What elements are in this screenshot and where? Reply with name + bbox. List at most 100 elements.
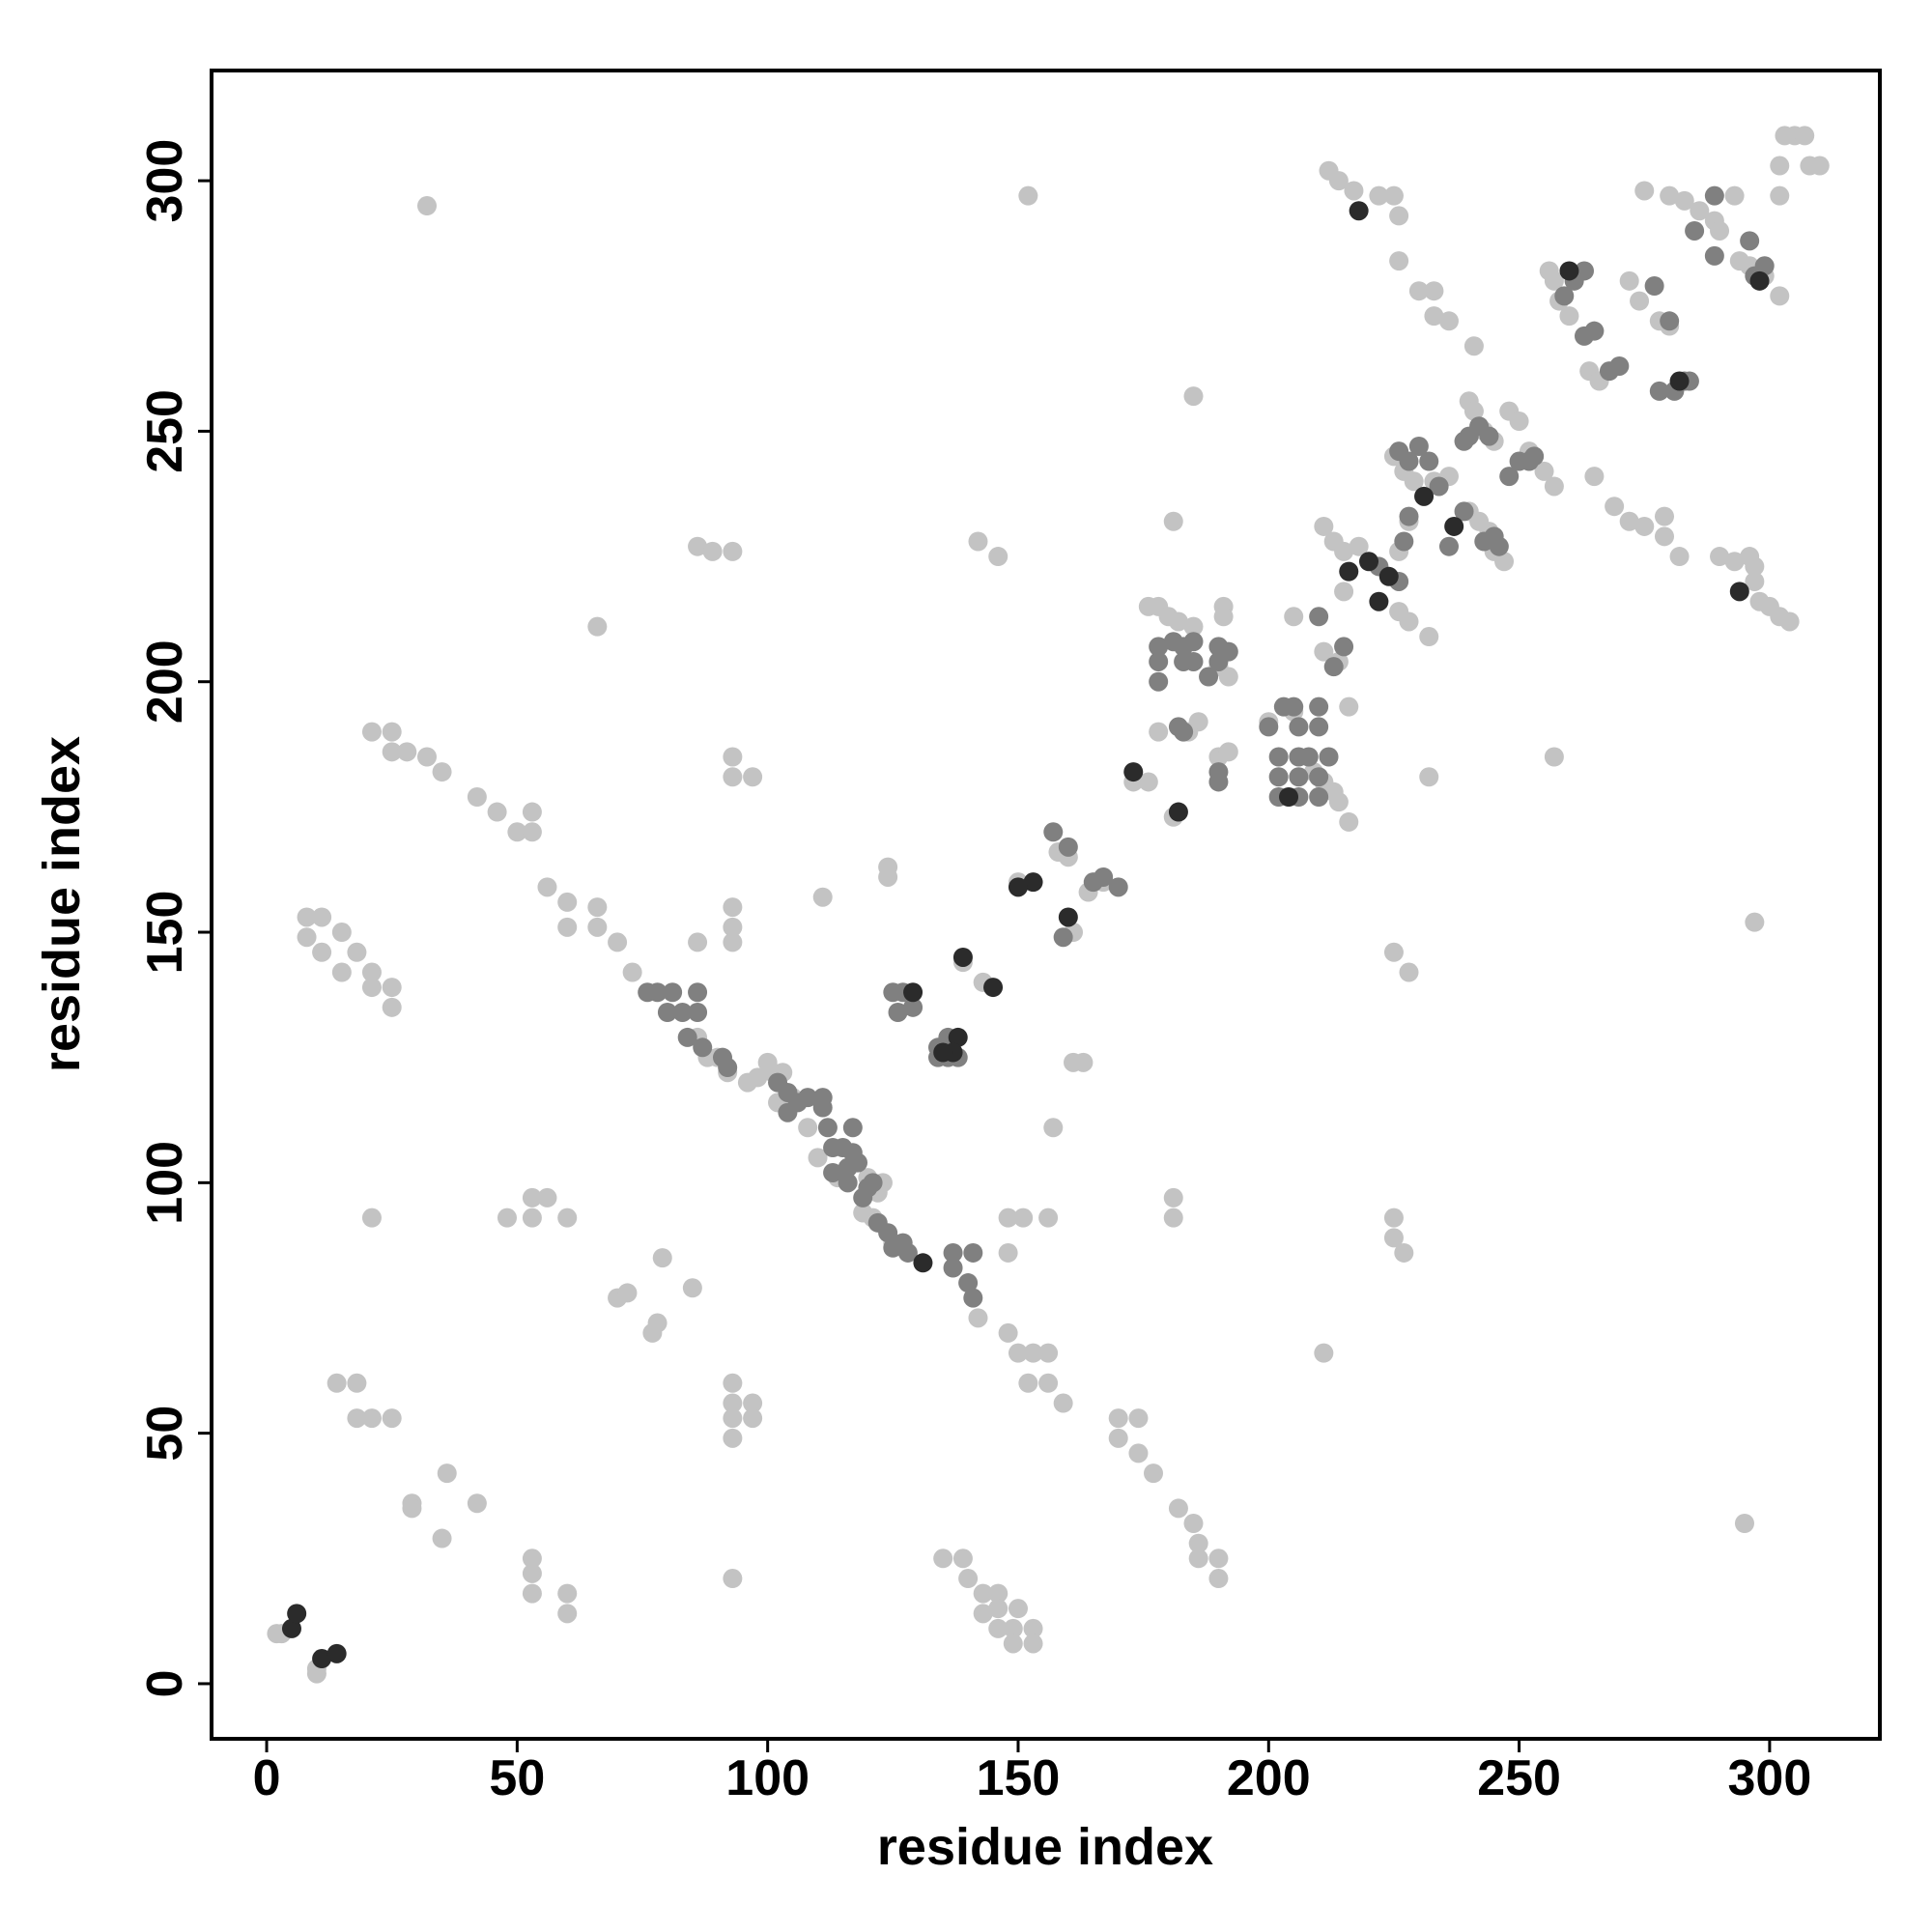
contact-point — [557, 1208, 578, 1228]
contact-point — [1419, 767, 1439, 787]
contact-point — [1314, 1343, 1334, 1363]
contact-point — [798, 1088, 818, 1108]
contact-point — [903, 982, 923, 1003]
contact-point — [522, 1583, 542, 1604]
contact-point — [1399, 506, 1419, 526]
contact-point — [1199, 667, 1219, 687]
contact-point — [1053, 1393, 1073, 1413]
contact-point — [988, 1599, 1009, 1619]
x-tick-label: 0 — [253, 1750, 281, 1806]
x-tick-label: 250 — [1477, 1750, 1561, 1806]
contact-point — [1704, 185, 1724, 206]
contact-point — [1734, 1513, 1754, 1533]
contact-point — [437, 1463, 457, 1484]
contact-point — [297, 907, 317, 927]
contact-point — [823, 1162, 843, 1182]
contact-point — [1309, 607, 1329, 627]
contact-point — [838, 1173, 858, 1193]
contact-point — [1208, 1569, 1229, 1589]
contact-point — [1218, 641, 1238, 662]
contact-point — [1349, 201, 1369, 221]
contact-point — [557, 917, 578, 937]
contact-point — [537, 877, 557, 897]
contact-point — [737, 1072, 757, 1093]
contact-point — [842, 1118, 863, 1138]
contact-point — [1128, 1408, 1149, 1429]
contact-point — [1108, 1428, 1128, 1448]
y-tick-label: 50 — [137, 1406, 193, 1462]
contact-point — [1630, 291, 1650, 311]
y-tick-label: 0 — [137, 1669, 193, 1697]
contact-point — [1408, 436, 1429, 456]
contact-point — [723, 1428, 743, 1448]
contact-point — [1323, 657, 1344, 677]
contact-point — [903, 997, 923, 1017]
contact-point — [537, 1187, 557, 1208]
contact-point — [1058, 837, 1078, 857]
contact-point — [693, 1037, 713, 1058]
contact-point — [743, 1408, 763, 1429]
contact-point — [397, 742, 417, 762]
contact-point — [1144, 1463, 1164, 1484]
contact-point — [1208, 772, 1229, 792]
contact-point — [1149, 637, 1169, 657]
contact-point — [1339, 811, 1359, 832]
contact-point — [968, 1308, 988, 1328]
contact-point — [1284, 607, 1304, 627]
contact-point — [1770, 156, 1790, 176]
contact-point — [1013, 1208, 1034, 1228]
contact-point — [1399, 611, 1419, 632]
contact-point — [1414, 486, 1435, 506]
contact-point — [522, 1548, 542, 1569]
contact-point — [1740, 231, 1760, 251]
contact-point — [1669, 547, 1690, 567]
contact-point — [1309, 717, 1329, 737]
contact-point — [1749, 270, 1770, 291]
contact-point — [1259, 717, 1279, 737]
contact-point — [1008, 1599, 1028, 1619]
contact-point — [1023, 872, 1043, 893]
contact-point — [863, 1173, 883, 1193]
contact-point — [1163, 1187, 1183, 1208]
contact-point — [1584, 321, 1605, 341]
contact-point — [1745, 556, 1765, 577]
contact-point — [1729, 582, 1749, 602]
contact-point — [988, 1583, 1009, 1604]
contact-point — [557, 892, 578, 912]
contact-point — [417, 196, 438, 216]
contact-point — [958, 1569, 979, 1589]
contact-point — [723, 917, 743, 937]
contact-point — [1309, 696, 1329, 717]
contact-point — [1394, 531, 1414, 552]
contact-point — [1710, 220, 1730, 241]
contact-point — [608, 932, 628, 952]
contact-point — [1383, 1208, 1404, 1228]
contact-point — [1724, 552, 1745, 572]
contact-point — [1289, 717, 1309, 737]
contact-point — [557, 1604, 578, 1624]
y-tick-label: 250 — [137, 389, 193, 473]
contact-point — [1149, 651, 1169, 671]
contact-point — [1043, 822, 1064, 842]
contact-point — [347, 942, 367, 962]
x-tick-label: 150 — [977, 1750, 1061, 1806]
contact-point — [331, 962, 352, 982]
contact-point — [1429, 476, 1449, 497]
contact-point — [361, 978, 382, 998]
contact-point — [587, 897, 608, 918]
contact-point — [1489, 536, 1509, 556]
contact-point — [1038, 1343, 1059, 1363]
contact-point — [312, 942, 332, 962]
contact-point — [1003, 1618, 1023, 1638]
contact-point — [958, 1273, 979, 1293]
contact-point — [1298, 747, 1319, 767]
contact-point — [327, 1373, 347, 1393]
contact-point — [1605, 497, 1625, 517]
contact-point — [723, 897, 743, 918]
contact-point — [1183, 651, 1204, 671]
contact-point — [943, 1258, 963, 1278]
contact-point — [943, 1242, 963, 1263]
contact-point — [1334, 582, 1354, 602]
contact-point — [1319, 747, 1339, 767]
